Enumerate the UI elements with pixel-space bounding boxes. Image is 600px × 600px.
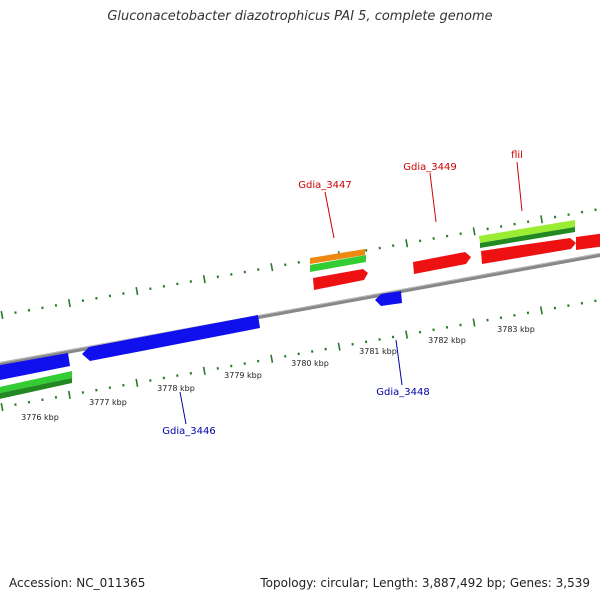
callout-line-gdia-3448 <box>395 339 403 386</box>
callout-line-gdia-3449 <box>429 172 437 223</box>
gene-arrow-green-left[interactable] <box>0 371 72 394</box>
gene-arrow-red-flil[interactable] <box>481 238 576 264</box>
major-tick <box>270 354 274 363</box>
major-tick <box>67 298 71 308</box>
gene-label-gdia-3449[interactable]: Gdia_3449 <box>403 162 456 173</box>
ruler-label: 3779 kbp <box>224 371 262 380</box>
callout-line-flil <box>516 161 523 212</box>
ruler-labels: 3776 kbp 3777 kbp 3778 kbp 3779 kbp 3780… <box>21 325 535 422</box>
major-tick <box>540 215 544 224</box>
major-tick <box>0 402 4 412</box>
gene-arrow-blue-left[interactable] <box>0 353 70 381</box>
reverse-tick-row <box>0 299 597 412</box>
forward-genes <box>310 220 600 290</box>
major-tick <box>472 227 476 236</box>
major-tick <box>0 310 4 320</box>
gene-arrow-red-gdia-3447[interactable] <box>313 269 368 290</box>
gene-label-gdia-3447[interactable]: Gdia_3447 <box>298 180 351 191</box>
gene-arrow-red-gdia-3449[interactable] <box>413 252 471 274</box>
gene-label-flil[interactable]: flil <box>511 150 523 161</box>
gene-label-gdia-3446[interactable]: Gdia_3446 <box>162 426 215 437</box>
major-tick <box>67 390 71 400</box>
gene-arrow-darkgreen-left[interactable] <box>0 378 72 400</box>
major-tick <box>405 330 409 339</box>
gene-arrow-green-gdia-3447[interactable] <box>310 255 366 272</box>
genome-summary: Topology: circular; Length: 3,887,492 bp… <box>260 576 590 590</box>
gene-arrow-green-flil[interactable] <box>479 220 575 243</box>
major-tick <box>270 263 274 272</box>
forward-tick-row <box>0 208 597 320</box>
gene-arrow-darkgreen-flil[interactable] <box>480 227 575 248</box>
gene-labels: Gdia_3447 Gdia_3449 flil Gdia_3446 Gdia_… <box>162 150 523 437</box>
ruler-label: 3778 kbp <box>157 384 195 393</box>
genome-title: Gluconacetobacter diazotrophicus PAI 5, … <box>107 9 493 24</box>
major-tick <box>202 366 206 375</box>
major-tick <box>472 318 476 327</box>
gene-label-gdia-3448[interactable]: Gdia_3448 <box>376 387 429 398</box>
major-tick <box>202 275 206 284</box>
gene-arrow-orange-gdia-3447[interactable] <box>310 249 365 264</box>
ruler-label: 3777 kbp <box>89 398 127 407</box>
ruler-label: 3776 kbp <box>21 413 59 422</box>
reverse-genes <box>0 291 402 400</box>
major-tick <box>135 287 139 296</box>
major-tick <box>135 378 139 387</box>
gene-arrow-blue-gdia-3446[interactable] <box>82 315 260 361</box>
ruler-label: 3782 kbp <box>428 336 466 345</box>
ruler-label: 3780 kbp <box>291 359 329 368</box>
major-tick <box>539 306 543 315</box>
callout-line-gdia-3446 <box>179 391 187 425</box>
ruler-label: 3783 kbp <box>497 325 535 334</box>
major-tick <box>337 342 341 351</box>
genome-backbone-highlight <box>0 252 600 364</box>
major-tick <box>405 239 409 248</box>
accession-label: Accession: NC_011365 <box>9 576 146 590</box>
gene-arrow-blue-gdia-3448[interactable] <box>375 291 402 306</box>
gene-callouts <box>179 161 523 425</box>
ruler-label: 3781 kbp <box>359 347 397 356</box>
gene-arrow-red-edge[interactable] <box>576 233 600 250</box>
callout-line-gdia-3447 <box>324 191 335 239</box>
